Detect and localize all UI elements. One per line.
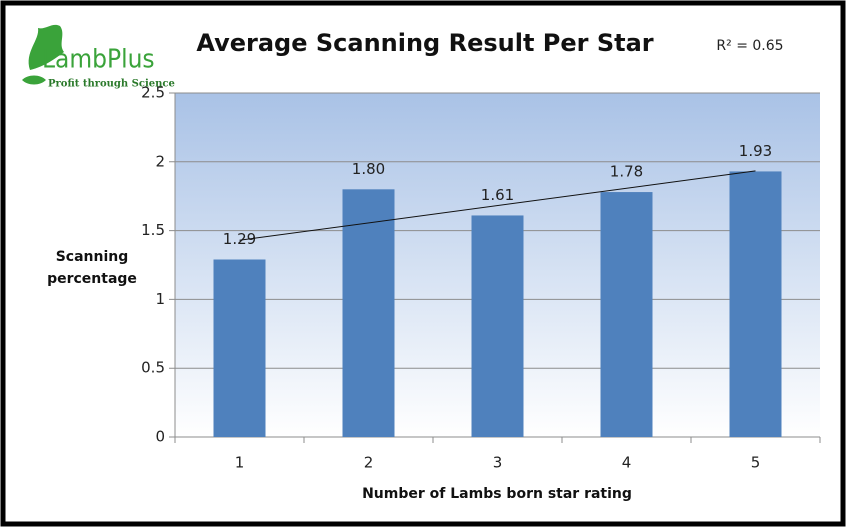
value-label: 1.78	[610, 163, 643, 181]
trendline	[239, 170, 756, 241]
x-tick-label: 4	[622, 454, 632, 472]
logo-tagline: Profit through Science	[48, 79, 175, 90]
bar	[342, 189, 395, 437]
x-axis-label: Number of Lambs born star rating	[362, 486, 632, 502]
y-tick-label: 2	[155, 152, 165, 170]
value-label: 1.29	[223, 230, 256, 248]
value-label: 1.61	[481, 186, 514, 204]
chart-title: Average Scanning Result Per Star	[196, 29, 653, 57]
bar	[600, 192, 653, 437]
x-tick-label: 3	[493, 454, 503, 472]
value-label: 1.93	[739, 142, 772, 160]
x-tick-label: 2	[364, 454, 374, 472]
y-tick-label: 0	[155, 428, 165, 446]
bar	[729, 171, 782, 437]
y-tick-label: 2.5	[141, 84, 165, 102]
value-label: 1.80	[352, 160, 385, 178]
logo-icon	[22, 24, 64, 85]
x-tick-label: 5	[751, 454, 761, 472]
annotation: R² = 0.65	[716, 38, 783, 54]
y-tick-label: 1.5	[141, 221, 165, 239]
y-tick-label: 1	[155, 290, 165, 308]
y-axis-label: Scanning percentage	[47, 249, 137, 287]
bar	[471, 215, 524, 437]
bar	[213, 259, 266, 437]
y-tick-label: 0.5	[141, 359, 165, 377]
logo-name: LambPlus	[42, 45, 155, 75]
x-tick-label: 1	[235, 454, 245, 472]
